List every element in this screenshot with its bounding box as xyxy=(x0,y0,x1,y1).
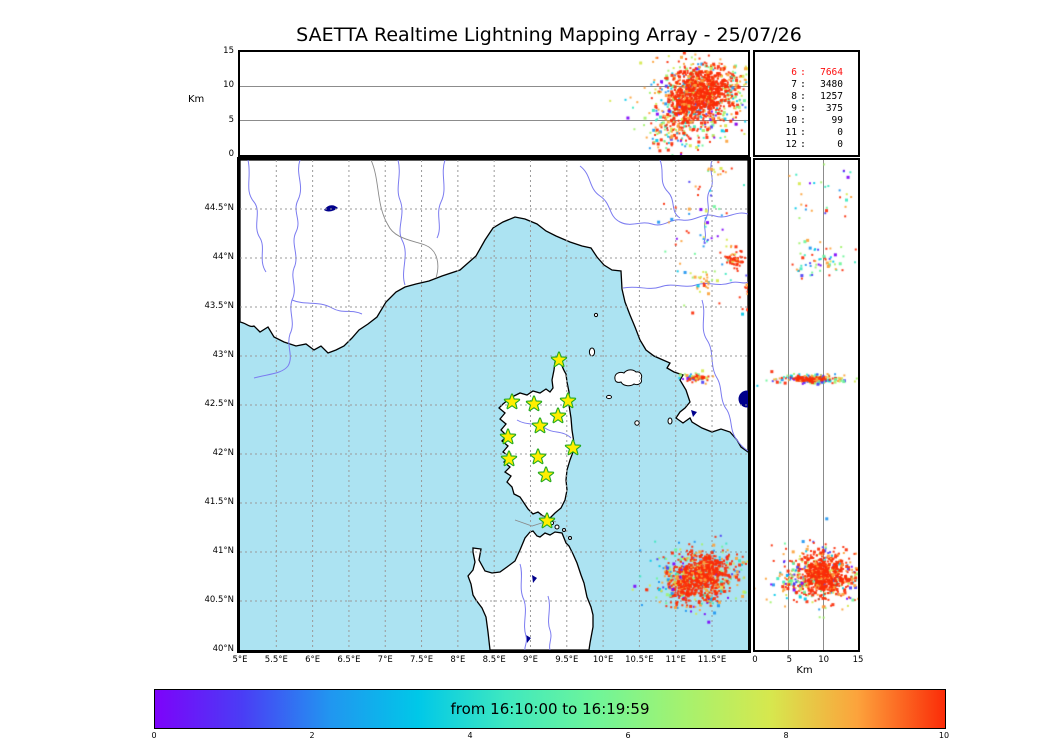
km-tick-label: 5 xyxy=(786,655,793,665)
lat-tick-label: 42°N xyxy=(212,448,234,458)
colorbar-tick-label: 6 xyxy=(625,731,631,740)
count-row: 6: 7664 xyxy=(755,67,858,79)
count-row: 8: 1257 xyxy=(755,91,858,103)
count-row: 9: 375 xyxy=(755,103,858,115)
lat-tick-label: 44°N xyxy=(212,252,234,262)
lon-tick-label: 6°E xyxy=(305,655,321,665)
alt-tick-label: 15 xyxy=(223,46,234,56)
lon-tick-label: 6.5°E xyxy=(337,655,361,665)
longitude-axis-ticks: 5°E 5.5°E 6°E 6.5°E 7°E 7.5°E 8°E 8.5°E 9°E 9.5°E… xyxy=(232,655,748,669)
count-level: 9 xyxy=(791,103,797,114)
count-level: 10 xyxy=(785,115,797,126)
map-scatter-canvas xyxy=(240,160,748,650)
source-counts-panel: 6: 7664 7: 3480 8: 1257 9: 375 10: 99 11: 0 12: 0 xyxy=(753,50,860,157)
alt-tick-label: 0 xyxy=(228,149,234,159)
lat-tick-label: 41.5°N xyxy=(204,497,234,507)
alt-tick-label: 10 xyxy=(223,80,234,91)
count-separator: : xyxy=(800,127,806,138)
km-tick-label: 10 xyxy=(818,655,830,665)
count-separator: : xyxy=(800,139,806,150)
lat-tick-label: 43°N xyxy=(212,350,234,360)
count-level: 7 xyxy=(791,79,797,90)
count-row: 12: 0 xyxy=(755,139,858,151)
altitude-axis-label: Km xyxy=(188,94,205,105)
lat-tick-label: 42.5°N xyxy=(204,399,234,409)
lat-tick-label: 40°N xyxy=(212,644,234,654)
colorbar-tick-label: 0 xyxy=(151,731,157,740)
alt-tick-label: 5 xyxy=(228,114,234,125)
altitude-axis-ticks: 15 10 5 0 xyxy=(150,46,234,159)
lon-tick-label: 8.5°E xyxy=(482,655,506,665)
lon-tick-label: 7.5°E xyxy=(410,655,434,665)
altitude-latitude-scatter-canvas xyxy=(755,160,858,650)
count-separator: : xyxy=(800,103,806,114)
lon-tick-label: 10.5°E xyxy=(625,655,654,665)
lat-tick-label: 40.5°N xyxy=(204,595,234,605)
lon-tick-label: 9°E xyxy=(522,655,539,665)
lon-tick-label: 11.5°E xyxy=(697,655,727,665)
colorbar-tick-label: 2 xyxy=(309,731,315,740)
altitude-latitude-panel xyxy=(753,158,860,652)
count-value: 375 xyxy=(825,103,843,114)
latitude-axis-ticks: 44.5°N 44°N 43.5°N 43°N 42.5°N 42°N 41.5°N 41°N… xyxy=(150,160,234,654)
count-level: 12 xyxy=(785,139,797,150)
count-separator: : xyxy=(800,67,806,78)
map-panel xyxy=(237,157,751,653)
count-separator: : xyxy=(800,115,806,126)
count-value: 0 xyxy=(837,139,843,150)
count-value: 1257 xyxy=(820,91,843,102)
count-value: 99 xyxy=(831,115,843,126)
altitude-longitude-scatter-canvas xyxy=(240,52,748,155)
lat-tick-label: 41°N xyxy=(212,546,234,556)
count-value: 7664 xyxy=(820,67,843,78)
right-km-axis-ticks: 0 5 10 15 xyxy=(752,655,863,669)
lon-tick-label: 8°E xyxy=(450,655,466,665)
lon-tick-label: 7°E xyxy=(377,655,393,665)
count-row: 10: 99 xyxy=(755,115,858,127)
colorbar-tick-label: 8 xyxy=(783,731,789,740)
km-tick-label: 15 xyxy=(852,655,864,665)
count-row: 11: 0 xyxy=(755,127,858,139)
colorbar-tick-label: 4 xyxy=(467,731,473,740)
altitude-longitude-panel xyxy=(238,50,750,157)
right-km-axis-label: Km xyxy=(796,665,813,676)
lat-tick-label: 43.5°N xyxy=(204,301,234,311)
count-level: 8 xyxy=(791,91,797,102)
count-separator: : xyxy=(800,79,806,90)
colorbar-tick-label: 10 xyxy=(938,731,950,740)
lon-tick-label: 11°E xyxy=(665,655,686,665)
time-window-label: from 16:10:00 to 16:19:59 xyxy=(450,700,650,718)
count-row: 7: 3480 xyxy=(755,79,858,91)
count-separator: : xyxy=(800,91,806,102)
lon-tick-label: 10°E xyxy=(592,655,614,665)
source-counts-list: 6: 7664 7: 3480 8: 1257 9: 375 10: 99 11: 0 12: 0 xyxy=(755,52,858,151)
lon-tick-label: 9.5°E xyxy=(555,655,579,665)
count-value: 3480 xyxy=(820,79,843,90)
km-tick-label: 0 xyxy=(752,655,758,665)
lat-tick-label: 44.5°N xyxy=(204,203,234,213)
colorbar-ticks: 0 2 4 6 8 10 xyxy=(151,731,949,743)
count-level: 11 xyxy=(785,127,797,138)
time-colorbar: from 16:10:00 to 16:19:59 xyxy=(154,689,946,729)
count-level: 6 xyxy=(791,67,797,78)
lon-tick-label: 5.5°E xyxy=(264,655,288,665)
lon-tick-label: 5°E xyxy=(232,655,248,665)
count-value: 0 xyxy=(837,127,843,138)
page-title: SAETTA Realtime Lightning Mapping Array … xyxy=(296,24,802,46)
